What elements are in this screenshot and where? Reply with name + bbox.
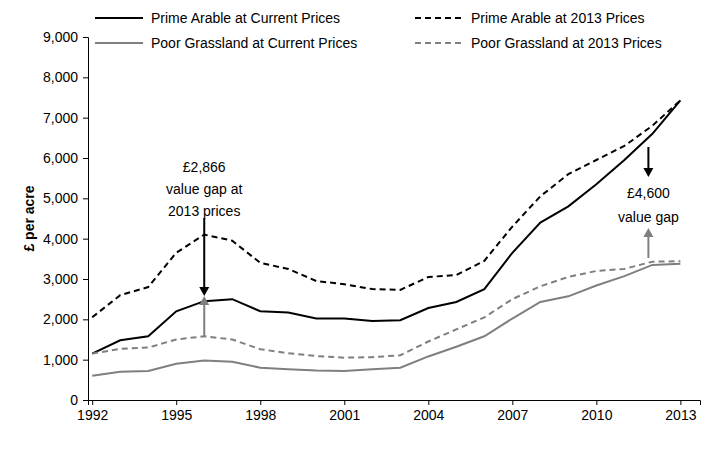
x-tick-mark — [92, 400, 93, 405]
y-tick: 4,000 — [43, 231, 88, 247]
y-tick-mark — [83, 400, 88, 401]
x-tick-label: 2004 — [413, 407, 444, 423]
y-tick-label: 6,000 — [43, 150, 78, 166]
legend-label: Prime Arable at Current Prices — [151, 10, 340, 26]
y-tick-label: 0 — [70, 392, 78, 408]
x-tick-mark — [344, 400, 345, 405]
y-tick: 3,000 — [43, 271, 88, 287]
series-line — [92, 100, 680, 353]
y-tick-mark — [83, 77, 88, 78]
x-tick-mark — [260, 400, 261, 405]
y-tick-label: 3,000 — [43, 271, 78, 287]
y-tick-label: 9,000 — [43, 29, 78, 45]
y-tick-mark — [83, 239, 88, 240]
x-tick-mark — [176, 400, 177, 405]
x-tick-label: 1998 — [245, 407, 276, 423]
y-tick: 5,000 — [43, 190, 88, 206]
x-tick: 1998 — [245, 400, 276, 423]
arrow-head — [643, 168, 653, 177]
arrow-shaft — [647, 147, 649, 170]
y-tick-mark — [83, 158, 88, 159]
arrow-shaft — [203, 303, 205, 336]
x-tick: 1992 — [77, 400, 108, 423]
x-axis: 1992 1995 1998 2001 2004 2007 2010 2013 — [77, 400, 700, 423]
x-tick-mark — [680, 400, 681, 405]
annotation: value gap at — [166, 181, 242, 197]
y-tick: 0 — [70, 392, 88, 408]
arrow-shaft — [647, 235, 649, 258]
annotation: 2013 prices — [168, 203, 240, 219]
series-line — [92, 264, 680, 376]
y-tick: 8,000 — [43, 69, 88, 85]
x-tick: 1995 — [161, 400, 192, 423]
y-axis-title: £ per acre — [21, 185, 37, 251]
annotation: value gap — [618, 209, 679, 225]
x-tick-label: 2007 — [497, 407, 528, 423]
y-tick-label: 4,000 — [43, 231, 78, 247]
x-tick: 2013 — [665, 400, 696, 423]
legend-label: Prime Arable at 2013 Prices — [471, 10, 645, 26]
arrow-head — [643, 228, 653, 237]
y-tick-label: 8,000 — [43, 69, 78, 85]
x-tick-label: 1992 — [77, 407, 108, 423]
y-tick: 2,000 — [43, 311, 88, 327]
legend: Prime Arable at Current Prices Poor Grass… — [95, 10, 662, 51]
x-tick: 2004 — [413, 400, 444, 423]
x-tick-label: 2013 — [665, 407, 696, 423]
y-tick: 6,000 — [43, 150, 88, 166]
y-axis: 0 1,000 2,000 3,000 4,000 5,000 6,000 7,000 8,00… — [43, 29, 89, 408]
legend-swatch — [95, 42, 143, 44]
y-tick-mark — [83, 198, 88, 199]
x-tick-label: 2010 — [581, 407, 612, 423]
legend-swatch — [95, 17, 143, 19]
x-axis-line — [89, 401, 701, 406]
x-tick: 2007 — [497, 400, 528, 423]
arrow-head — [199, 296, 209, 305]
y-tick-mark — [83, 118, 88, 119]
annotation: £4,600 — [627, 185, 670, 201]
x-tick-label: 1995 — [161, 407, 192, 423]
y-tick-label: 7,000 — [43, 110, 78, 126]
y-tick-mark — [83, 319, 88, 320]
y-tick: 9,000 — [43, 29, 88, 45]
y-tick-label: 2,000 — [43, 311, 78, 327]
legend-label: Poor Grassland at 2013 Prices — [471, 35, 662, 51]
y-tick-mark — [83, 279, 88, 280]
y-tick: 1,000 — [43, 352, 88, 368]
series-line — [92, 261, 680, 357]
y-tick-mark — [83, 360, 88, 361]
legend-swatch — [415, 17, 463, 19]
y-tick-label: 1,000 — [43, 352, 78, 368]
y-tick: 7,000 — [43, 110, 88, 126]
x-tick-mark — [596, 400, 597, 405]
legend-swatch — [415, 42, 463, 44]
series-line — [92, 100, 680, 317]
lines — [92, 100, 680, 375]
chart: 0 1,000 2,000 3,000 4,000 5,000 6,000 7,000 8,00… — [0, 0, 709, 450]
x-tick: 2001 — [329, 400, 360, 423]
annotation: £2,866 — [183, 159, 226, 175]
legend-label: Poor Grassland at Current Prices — [151, 35, 357, 51]
y-tick-label: 5,000 — [43, 190, 78, 206]
y-axis-line — [83, 38, 89, 401]
arrow-head — [199, 287, 209, 296]
arrow-shaft — [203, 218, 205, 289]
y-tick-mark — [83, 37, 88, 38]
x-tick: 2010 — [581, 400, 612, 423]
x-tick-mark — [428, 400, 429, 405]
x-tick-mark — [512, 400, 513, 405]
x-tick-label: 2001 — [329, 407, 360, 423]
